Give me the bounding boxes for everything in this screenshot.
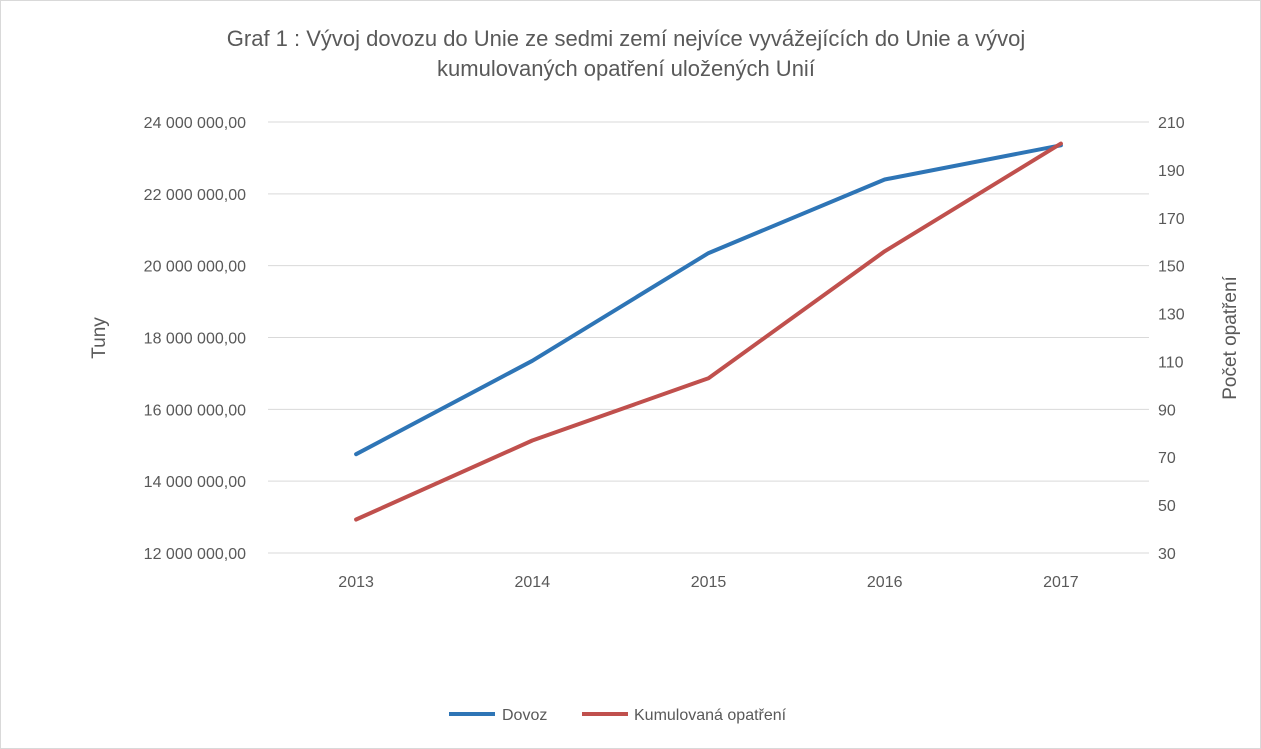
x-tick-label: 2015 bbox=[691, 574, 727, 591]
right-tick-label: 30 bbox=[1158, 546, 1176, 563]
right-tick-label: 90 bbox=[1158, 402, 1176, 419]
x-tick-label: 2016 bbox=[867, 574, 903, 591]
right-axis-title: Počet opatření bbox=[1220, 275, 1241, 399]
x-tick-label: 2014 bbox=[515, 574, 551, 591]
left-axis-ticks: 12 000 000,00 14 000 000,00 16 000 000,00 1… bbox=[144, 115, 246, 563]
series-lines bbox=[354, 141, 1063, 522]
right-tick-label: 50 bbox=[1158, 498, 1176, 515]
right-tick-label: 150 bbox=[1158, 259, 1185, 276]
x-axis-ticks: 2013 2014 2015 2016 2017 bbox=[338, 574, 1078, 591]
legend: Dovoz Kumulovaná opatření bbox=[449, 707, 787, 724]
left-tick-label: 14 000 000,00 bbox=[144, 474, 246, 491]
chart-title-line-1: Graf 1 : Vývoj dovozu do Unie ze sedmi z… bbox=[227, 26, 1025, 51]
right-tick-label: 110 bbox=[1158, 354, 1184, 371]
left-tick-label: 22 000 000,00 bbox=[144, 187, 246, 204]
chart-title-line-2: kumulovaných opatření uložených Unií bbox=[437, 56, 815, 81]
series-line-dovoz bbox=[354, 143, 1063, 457]
left-tick-label: 16 000 000,00 bbox=[144, 402, 246, 419]
right-tick-label: 190 bbox=[1158, 163, 1185, 180]
x-tick-label: 2017 bbox=[1043, 574, 1079, 591]
left-tick-label: 24 000 000,00 bbox=[144, 115, 246, 132]
x-tick-label: 2013 bbox=[338, 574, 374, 591]
left-tick-label: 12 000 000,00 bbox=[144, 546, 246, 563]
series-line-kumulovan-opat-en- bbox=[354, 141, 1063, 522]
left-axis-title: Tuny bbox=[89, 317, 110, 359]
right-tick-label: 170 bbox=[1158, 211, 1185, 228]
legend-label-dovoz: Dovoz bbox=[502, 707, 547, 724]
gridlines bbox=[268, 121, 1149, 554]
left-tick-label: 20 000 000,00 bbox=[144, 259, 246, 276]
left-tick-label: 18 000 000,00 bbox=[144, 331, 246, 348]
right-tick-label: 210 bbox=[1158, 115, 1185, 132]
right-axis-ticks: 30 50 70 90 110 130 150 170 190 210 bbox=[1158, 115, 1185, 563]
legend-label-kumulovana-opatreni: Kumulovaná opatření bbox=[634, 707, 787, 724]
right-tick-label: 70 bbox=[1158, 450, 1176, 467]
right-tick-label: 130 bbox=[1158, 307, 1185, 324]
